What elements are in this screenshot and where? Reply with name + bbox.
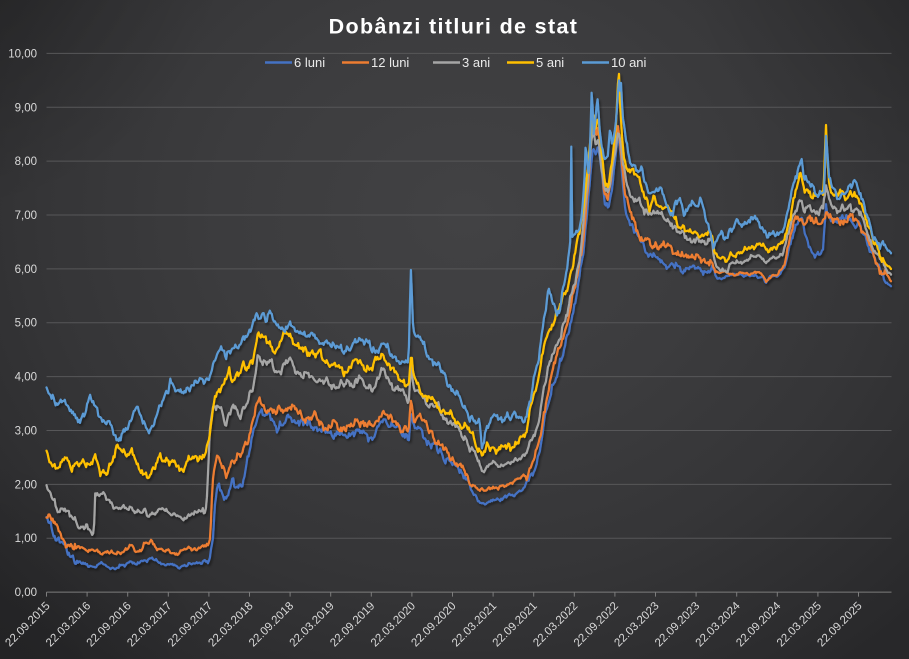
svg-text:12 luni: 12 luni [371, 55, 409, 70]
svg-text:5,00: 5,00 [15, 318, 37, 330]
svg-text:8,00: 8,00 [15, 156, 37, 168]
svg-text:1,00: 1,00 [15, 533, 37, 545]
svg-text:6,00: 6,00 [15, 264, 37, 276]
svg-text:9,00: 9,00 [15, 102, 37, 114]
svg-text:7,00: 7,00 [15, 210, 37, 222]
svg-text:5 ani: 5 ani [536, 55, 564, 70]
svg-text:Dobânzi titluri de stat: Dobânzi titluri de stat [329, 15, 579, 39]
svg-text:10,00: 10,00 [8, 48, 37, 60]
svg-text:3 ani: 3 ani [462, 55, 490, 70]
svg-text:0,00: 0,00 [15, 587, 37, 599]
svg-text:3,00: 3,00 [15, 426, 37, 438]
svg-text:6 luni: 6 luni [294, 55, 325, 70]
svg-text:4,00: 4,00 [15, 372, 37, 384]
svg-text:2,00: 2,00 [15, 479, 37, 491]
svg-text:10 ani: 10 ani [611, 55, 647, 70]
